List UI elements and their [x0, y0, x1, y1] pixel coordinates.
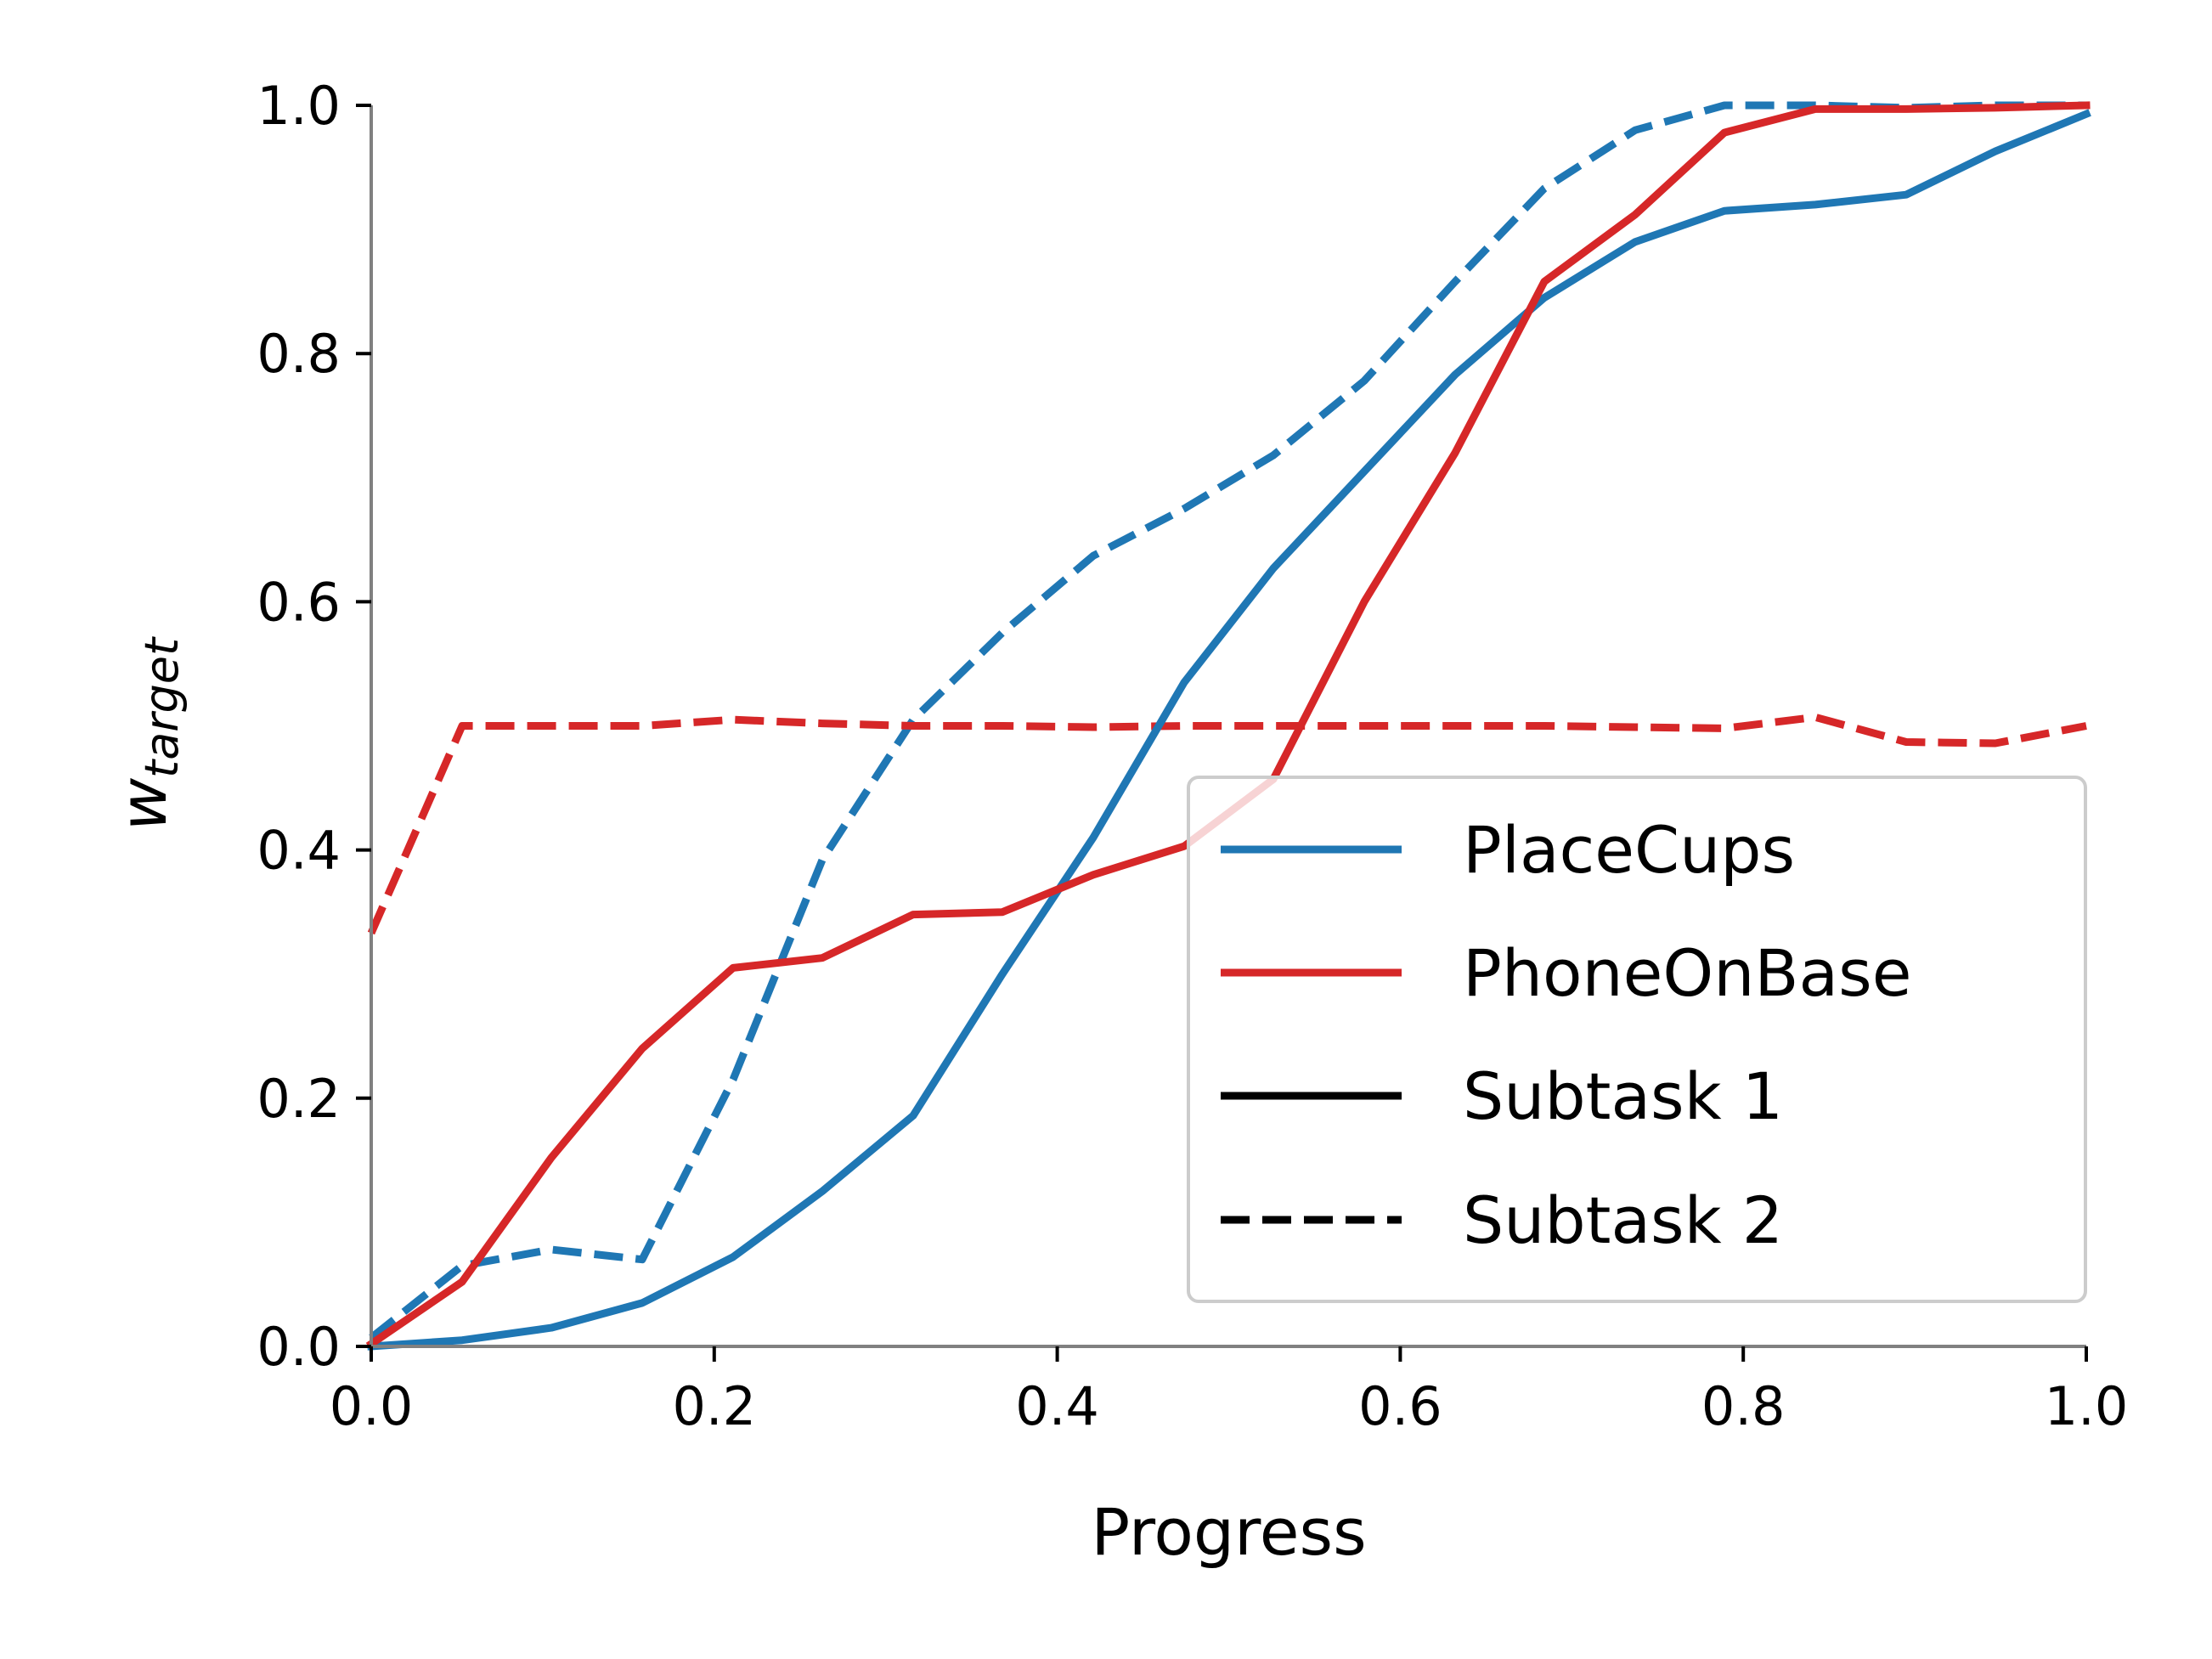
y-axis-title: wtarget — [105, 636, 189, 831]
x-ticks: 0.0 0.2 0.4 0.6 0.8 1.0 — [330, 1346, 2129, 1437]
y-tick-label: 0.8 — [257, 323, 341, 385]
x-tick-label: 0.2 — [672, 1375, 756, 1437]
x-tick-label: 0.6 — [1358, 1375, 1442, 1437]
legend-items: PlaceCups PhoneOnBase Subtask 1 Subtask 2 — [1221, 812, 1911, 1258]
y-tick-label: 0.2 — [257, 1068, 341, 1130]
x-tick-label: 0.8 — [1701, 1375, 1786, 1437]
y-tick-label: 0.6 — [257, 571, 341, 633]
y-tick-label: 1.0 — [257, 75, 341, 137]
x-tick-label: 0.4 — [1015, 1375, 1099, 1437]
legend-label-phoneonbase: PhoneOnBase — [1463, 935, 1911, 1011]
y-tick-label: 0.4 — [257, 820, 341, 882]
x-axis-title: Progress — [1091, 1494, 1366, 1570]
legend-label-placecups: PlaceCups — [1463, 812, 1795, 888]
y-axis-title-base: w — [105, 777, 181, 831]
y-tick-label: 0.0 — [257, 1316, 341, 1378]
series-line-placecups-subtask-2 — [369, 101, 2086, 1341]
legend-label-subtask-2: Subtask 2 — [1463, 1182, 1783, 1258]
legend-box — [1187, 776, 2087, 1303]
y-ticks: 0.0 0.2 0.4 0.6 0.8 1.0 — [257, 75, 371, 1378]
x-tick-label: 0.0 — [330, 1375, 414, 1437]
x-tick-label: 1.0 — [2045, 1375, 2129, 1437]
legend-label-subtask-1: Subtask 1 — [1463, 1058, 1783, 1134]
legend: PlaceCups PhoneOnBase Subtask 1 Subtask 2 — [1187, 776, 2087, 1303]
axes-layer: 0.0 0.2 0.4 0.6 0.8 1.0 0.0 0.2 0.4 0.6 0.8 1.0 — [257, 75, 2128, 1437]
series-line-phoneonbase-subtask-2 — [367, 713, 2087, 935]
series-line-placecups-subtask-1 — [367, 109, 2091, 1351]
y-axis-title-subscript: target — [135, 636, 189, 778]
